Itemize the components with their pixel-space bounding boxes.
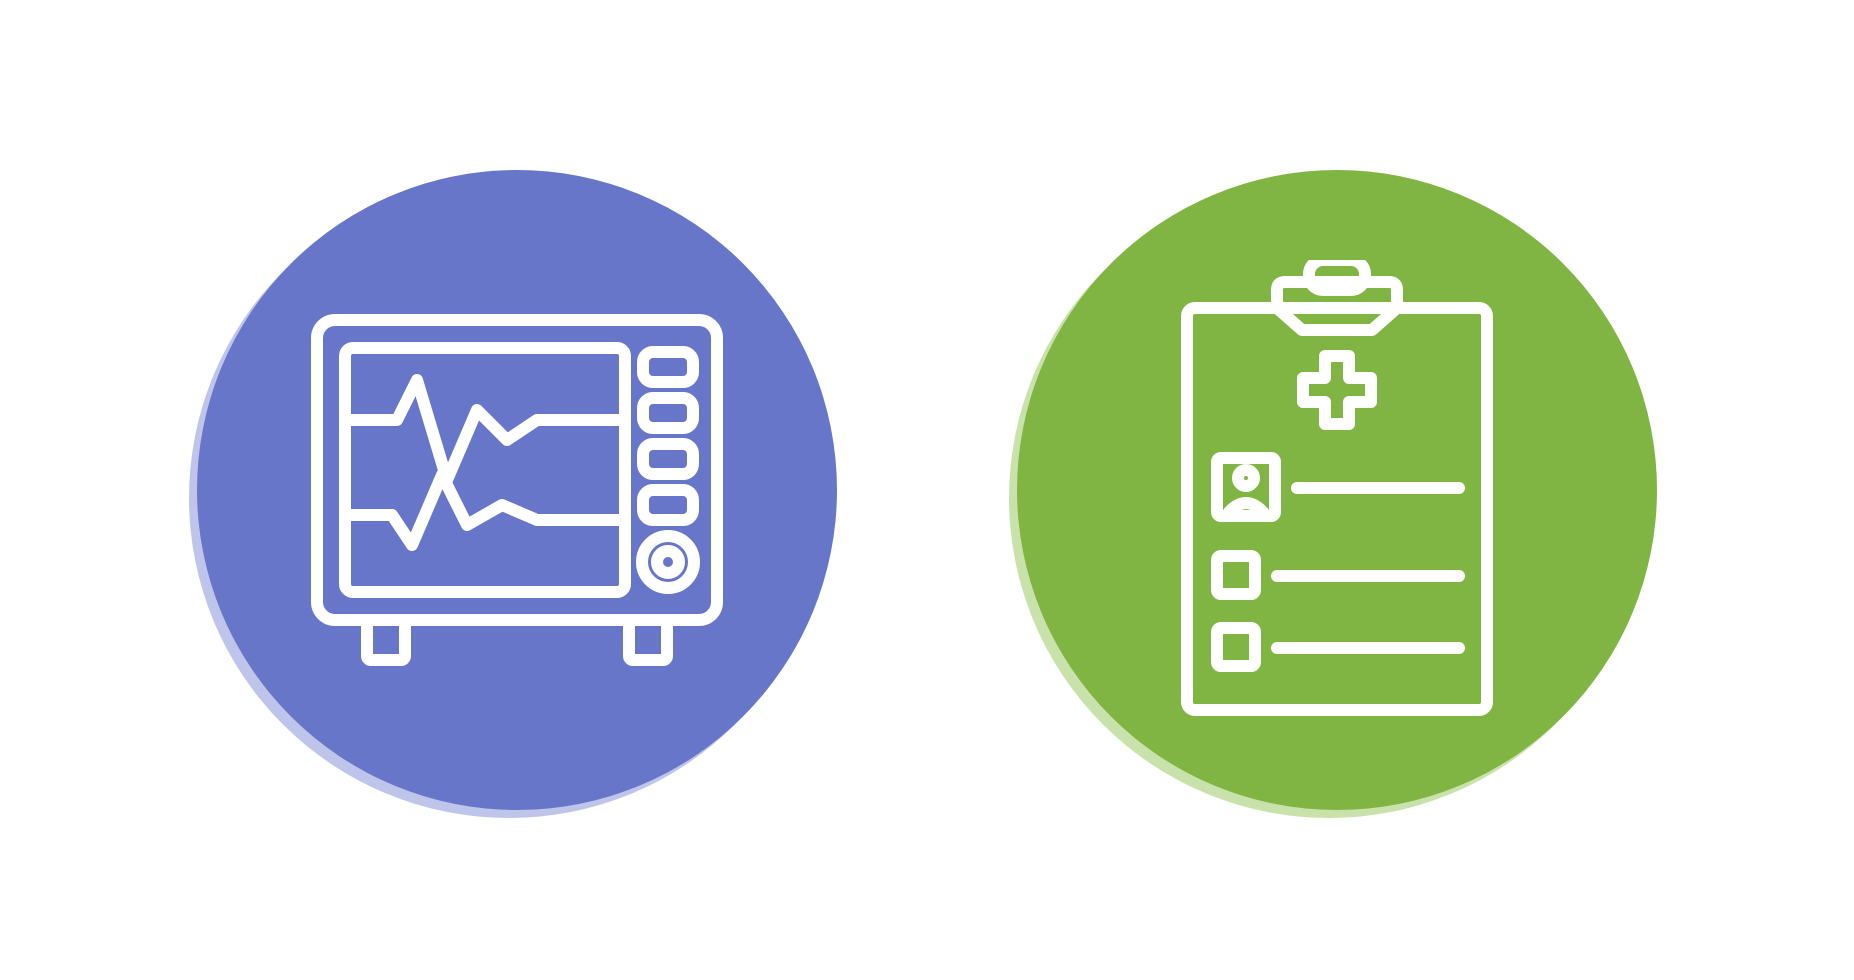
ecg-monitor-icon — [197, 170, 837, 810]
medical-clipboard-glyph — [1167, 260, 1507, 720]
medical-clipboard-icon — [1017, 170, 1657, 810]
ecg-monitor-glyph — [307, 310, 727, 670]
